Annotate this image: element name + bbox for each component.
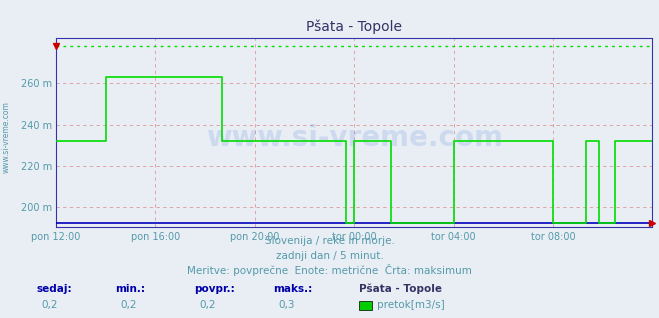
Text: www.si-vreme.com: www.si-vreme.com <box>206 124 503 152</box>
Text: pretok[m3/s]: pretok[m3/s] <box>377 300 445 310</box>
Text: 0,2: 0,2 <box>121 300 137 310</box>
Text: 0,2: 0,2 <box>200 300 216 310</box>
Text: povpr.:: povpr.: <box>194 284 235 294</box>
Text: Pšata - Topole: Pšata - Topole <box>359 283 442 294</box>
Text: sedaj:: sedaj: <box>36 284 72 294</box>
Text: zadnji dan / 5 minut.: zadnji dan / 5 minut. <box>275 251 384 261</box>
Text: www.si-vreme.com: www.si-vreme.com <box>2 101 11 173</box>
Text: maks.:: maks.: <box>273 284 313 294</box>
Text: 0,3: 0,3 <box>279 300 295 310</box>
Text: 0,2: 0,2 <box>42 300 58 310</box>
Text: Slovenija / reke in morje.: Slovenija / reke in morje. <box>264 236 395 246</box>
Text: min.:: min.: <box>115 284 146 294</box>
Title: Pšata - Topole: Pšata - Topole <box>306 20 402 34</box>
Text: Meritve: povprečne  Enote: metrične  Črta: maksimum: Meritve: povprečne Enote: metrične Črta:… <box>187 264 472 276</box>
